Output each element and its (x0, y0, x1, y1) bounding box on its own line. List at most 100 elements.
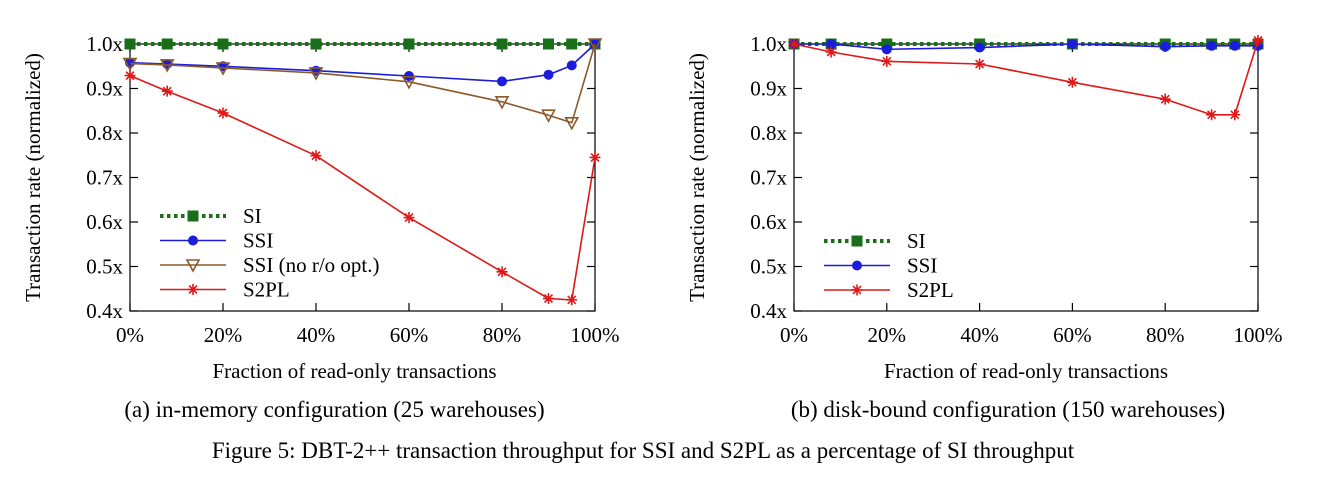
data-point (1206, 109, 1218, 121)
data-point (122, 57, 138, 72)
data-point (566, 294, 578, 306)
data-point (566, 60, 577, 71)
plot-frame (793, 43, 1259, 312)
x-tick-label: 0% (116, 323, 144, 347)
y-tick-label: 0.6x (750, 210, 787, 234)
y-tick-label: 0.9x (750, 77, 787, 101)
data-point (308, 67, 324, 81)
y-tick-label: 1.0x (750, 32, 787, 56)
series-ssi (125, 39, 600, 87)
y-tick-label: 0.9x (86, 77, 123, 101)
y-tick-label: 0.7x (86, 166, 123, 190)
data-point (496, 38, 508, 50)
y-axis-label: Transaction rate (normalized) (21, 53, 45, 302)
chart-panel-b: 0.4x 0.5x 0.6x 0.7x 0.8x 0.9x 1.0x 0% 20% 40% 60% 8… (685, 32, 1283, 422)
data-point (881, 55, 893, 67)
chart-panel-a: 0.4x 0.5x 0.6x 0.7x 0.8x 0.9x 1.0x 0% 20% 40% 60% 8… (21, 32, 620, 422)
data-point (217, 38, 229, 50)
legend-marker (851, 235, 863, 247)
x-axis-label: Fraction of read-only transactions (213, 359, 497, 383)
data-point (1229, 40, 1240, 51)
series-line (129, 43, 596, 124)
data-point (543, 38, 554, 50)
series-line (793, 40, 1259, 116)
data-point (589, 151, 601, 163)
data-point (1252, 34, 1264, 46)
data-point (403, 38, 415, 50)
data-point (161, 38, 173, 50)
legend-label: SI (243, 204, 262, 228)
legend-label: S2PL (907, 278, 954, 302)
data-point (497, 76, 507, 87)
y-tick-label: 0.8x (750, 121, 787, 145)
legend-label: SI (907, 229, 926, 253)
data-point (543, 69, 554, 80)
data-point (541, 109, 556, 123)
data-point (825, 46, 837, 58)
x-tick-label: 20% (204, 323, 243, 347)
x-tick-label: 20% (868, 323, 907, 347)
x-tick-label: 0% (780, 323, 808, 347)
figure-caption: Figure 5: DBT-2++ transaction throughput… (212, 438, 1075, 463)
legend-label: SSI (243, 229, 273, 253)
y-tick-label: 0.5x (86, 255, 123, 279)
x-tick-label: 40% (960, 323, 999, 347)
data-point (1159, 93, 1171, 105)
legend-marker (188, 235, 198, 246)
legend-label: S2PL (243, 278, 290, 302)
x-tick-label: 40% (297, 323, 336, 347)
series-s2pl (124, 70, 601, 306)
data-point (974, 42, 985, 53)
data-point (788, 38, 800, 50)
data-point (496, 266, 508, 278)
data-point (974, 58, 986, 70)
series-si (124, 38, 601, 50)
legend-marker (187, 284, 199, 295)
data-point (1229, 109, 1241, 121)
y-tick-label: 1.0x (86, 32, 123, 56)
y-tick-label: 0.7x (750, 166, 787, 190)
data-point (310, 150, 322, 162)
y-tick-label: 0.4x (750, 299, 787, 323)
data-point (881, 38, 893, 50)
x-tick-label: 100% (1234, 323, 1283, 347)
data-point (124, 38, 136, 50)
y-tick-label: 0.4x (86, 299, 123, 323)
data-point (161, 85, 173, 97)
panel-caption: (b) disk-bound configuration (150 wareho… (791, 397, 1225, 422)
y-tick-label: 0.6x (86, 210, 123, 234)
data-point (1160, 41, 1171, 52)
data-point (494, 96, 510, 110)
legend-marker (185, 259, 201, 273)
data-point (310, 38, 322, 50)
x-tick-label: 100% (571, 323, 620, 347)
data-point (124, 70, 136, 82)
legend-label: SSI (no r/o opt.) (243, 253, 380, 277)
y-tick-label: 0.5x (750, 255, 787, 279)
panel-caption: (a) in-memory configuration (25 warehous… (124, 397, 544, 422)
data-point (1067, 39, 1078, 49)
data-point (881, 44, 892, 55)
series-ssi-no-r-o-opt (122, 38, 603, 131)
x-tick-label: 80% (1146, 323, 1185, 347)
data-point (159, 59, 175, 73)
series-ssi (789, 39, 1263, 55)
data-point (1206, 40, 1217, 51)
series-s2pl (788, 34, 1264, 121)
legend-label: SSI (907, 254, 937, 278)
legend-marker (851, 284, 863, 296)
legend-marker (187, 210, 199, 222)
x-tick-label: 80% (483, 323, 522, 347)
data-point (566, 38, 578, 50)
data-point (543, 293, 554, 305)
y-tick-label: 0.8x (86, 121, 123, 145)
x-tick-label: 60% (1053, 323, 1092, 347)
data-point (217, 107, 229, 119)
series-line (129, 43, 596, 83)
x-axis-label: Fraction of read-only transactions (884, 359, 1168, 383)
data-point (215, 62, 231, 76)
data-point (587, 38, 603, 52)
